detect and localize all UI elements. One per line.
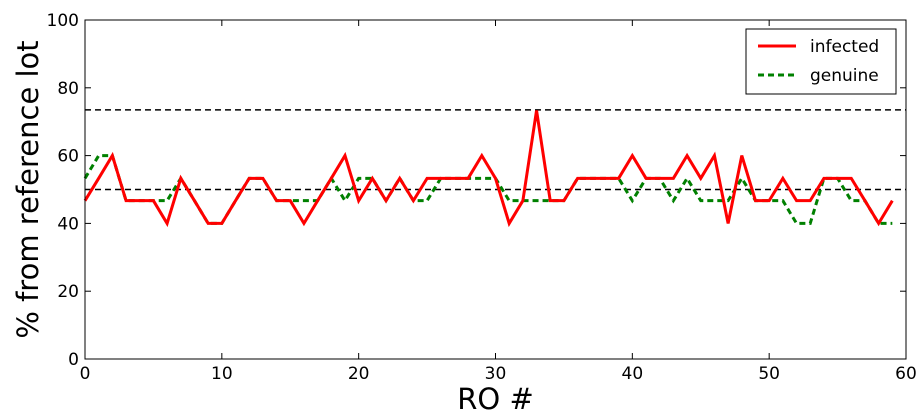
legend-label-infected: infected [810,37,879,57]
y-tick-label: 100 [47,11,79,31]
y-axis: 0 20 40 60 80 100 [47,11,906,370]
x-tick-label: 10 [211,364,233,384]
series-layer [83,110,894,228]
x-axis: 0 10 20 30 40 50 60 [80,20,917,384]
x-tick-label: 50 [758,364,780,384]
y-tick-label: 20 [57,282,79,302]
x-tick-label: 40 [622,364,644,384]
reference-lines [85,109,906,191]
y-tick-label: 0 [68,350,79,370]
y-tick-label: 60 [57,147,79,167]
legend: infected genuine [745,28,897,95]
x-tick-label: 20 [348,364,370,384]
x-tick-label: 30 [485,364,507,384]
x-axis-label: RO # [457,382,534,414]
y-tick-label: 80 [57,79,79,99]
legend-box [745,28,897,95]
series-line-infected [83,110,894,228]
x-tick-label: 60 [895,364,917,384]
y-axis-label: % from reference lot [11,40,45,338]
x-tick-label: 0 [80,364,91,384]
y-tick-label: 40 [57,214,79,234]
legend-label-genuine: genuine [810,66,879,86]
